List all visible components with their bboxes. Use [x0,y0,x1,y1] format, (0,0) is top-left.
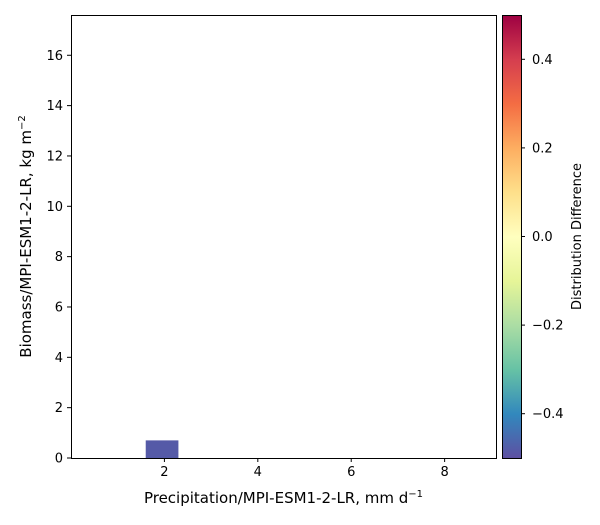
y-axis-title: Biomass/MPI-ESM1-2-LR, kg m−2 [17,115,35,357]
colorbar-tick-label: 0.2 [532,141,553,156]
x-axis-title-text: Precipitation/MPI-ESM1-2-LR, mm d [144,489,408,507]
y-tick-label: 8 [55,250,63,265]
x-axis-title: Precipitation/MPI-ESM1-2-LR, mm d−1 [144,489,423,507]
x-tick-label: 6 [347,465,355,480]
x-tick-label: 2 [160,465,168,480]
colorbar-ticks: 0.4 0.2 0.0 −0.2 −0.4 [521,53,564,422]
x-tick-label: 4 [254,465,262,480]
y-tick-label: 0 [55,452,63,467]
colorbar-tick-label: 0.0 [532,230,553,245]
x-axis-title-superscript: −1 [408,489,423,500]
y-tick-label: 16 [46,49,63,64]
colorbar-tick-label: −0.4 [532,407,564,422]
y-tick-label: 2 [55,401,63,416]
colorbar-tick-label: −0.2 [532,319,564,334]
colorbar-title: Distribution Difference [570,163,585,310]
y-axis-title-superscript: −2 [17,115,28,130]
y-axis-title-text: Biomass/MPI-ESM1-2-LR, kg m [17,130,35,358]
y-tick-label: 12 [46,149,63,164]
colorbar: 0.4 0.2 0.0 −0.2 −0.4 Distribution Differenc… [502,15,585,459]
y-axis: 0 2 4 6 8 10 12 14 16 [46,49,71,467]
x-tick-label: 8 [440,465,448,480]
colorbar-gradient [502,15,522,459]
colorbar-tick-label: 0.4 [532,53,553,68]
heatmap-cell [145,440,179,458]
y-tick-label: 14 [46,99,63,114]
y-tick-label: 4 [55,351,63,366]
y-tick-label: 10 [46,200,63,215]
x-axis: 2 4 6 8 [160,458,449,480]
plot-frame [71,15,497,459]
heatmap-cells [145,440,179,458]
y-tick-label: 6 [55,300,63,315]
